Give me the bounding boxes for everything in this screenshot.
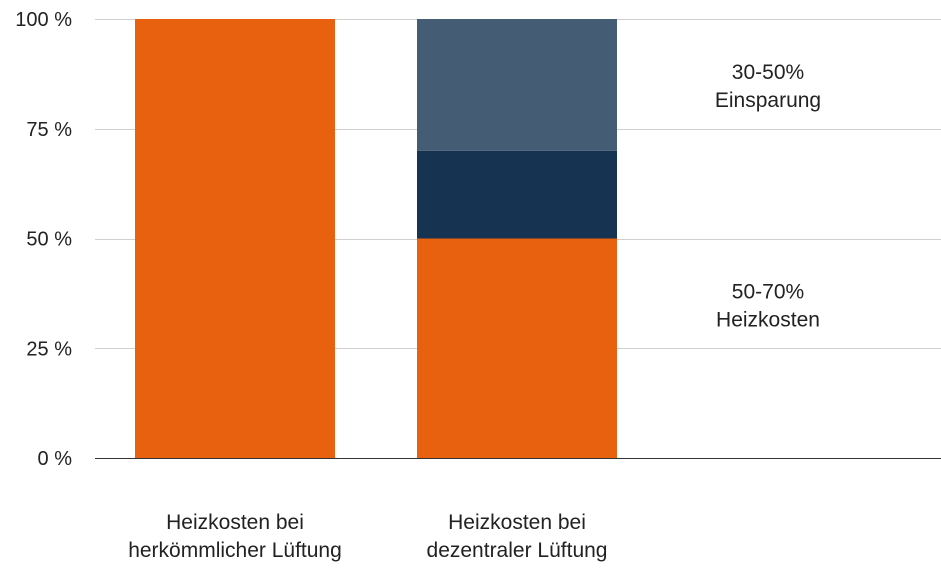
bar-segment-1-series-1 <box>135 19 335 458</box>
bar-segment-2-series-2 <box>417 150 617 239</box>
category-label-2: Heizkosten bei dezentraler Lüftung <box>427 511 608 562</box>
annotation-line: 30-50% <box>732 61 804 84</box>
y-tick-label-0: 0 % <box>38 448 73 470</box>
category-label-line: herkömmlicher Lüftung <box>128 539 342 562</box>
annotation-2: 50-70% Heizkosten <box>716 280 820 331</box>
y-tick-label-75: 75 % <box>26 119 72 141</box>
category-label-line: Heizkosten bei <box>166 511 304 534</box>
y-tick-label-50: 50 % <box>26 229 72 251</box>
annotations: 30-50% Einsparung 50-70% Heizkosten <box>715 61 821 332</box>
x-axis-category-labels: Heizkosten bei herkömmlicher LüftungHeizk… <box>128 511 607 562</box>
bar-segment-2-series-3 <box>417 19 617 151</box>
y-axis-tick-labels: 0 % 25 % 50 % 75 % 100 % <box>15 9 72 470</box>
y-tick-label-100: 100 % <box>15 9 72 31</box>
annotation-line: Heizkosten <box>716 308 820 331</box>
annotation-line: Einsparung <box>715 89 821 112</box>
category-label-line: dezentraler Lüftung <box>427 539 608 562</box>
bar-segment-2-series-1 <box>417 238 617 458</box>
y-tick-label-25: 25 % <box>26 338 72 360</box>
annotation-line: 50-70% <box>732 280 804 303</box>
bars <box>135 19 617 458</box>
category-label-line: Heizkosten bei <box>448 511 586 534</box>
category-label-1: Heizkosten bei herkömmlicher Lüftung <box>128 511 342 562</box>
annotation-1: 30-50% Einsparung <box>715 61 821 112</box>
